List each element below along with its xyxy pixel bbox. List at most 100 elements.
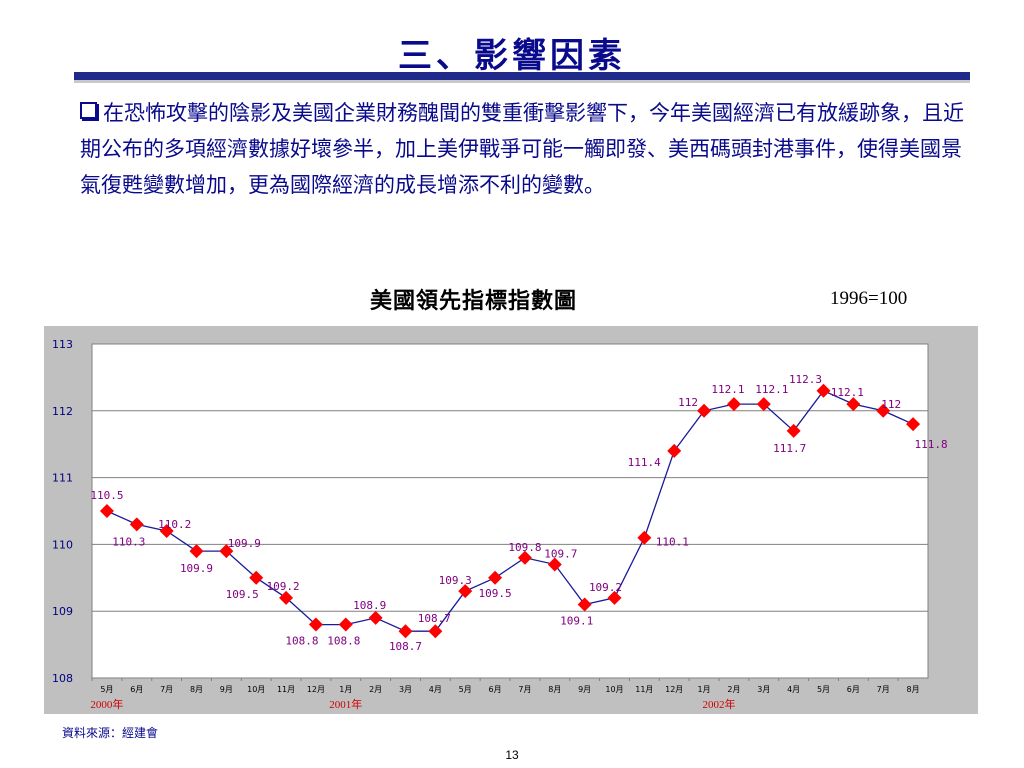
data-label: 109.1: [560, 615, 593, 628]
data-label: 109.5: [226, 588, 259, 601]
x-tick-label: 12月: [307, 685, 325, 694]
title-rule: [74, 72, 970, 83]
data-point-marker: [159, 524, 174, 539]
data-label: 109.8: [508, 541, 541, 554]
x-tick-label: 12月: [665, 685, 683, 694]
x-tick-label: 5月: [459, 685, 472, 694]
data-point-marker: [219, 544, 234, 559]
x-tick-label: 2月: [727, 685, 740, 694]
y-tick-label: 110: [52, 538, 73, 551]
data-label: 109.3: [439, 574, 472, 587]
y-tick-label: 108: [52, 672, 73, 685]
data-label: 109.9: [228, 537, 261, 550]
source-note: 資料來源：經建會: [62, 726, 159, 740]
year-label: 2001年: [329, 697, 362, 711]
data-point-marker: [906, 417, 921, 432]
data-label: 109.5: [479, 587, 512, 600]
data-point-marker: [129, 517, 144, 532]
data-point-marker: [607, 590, 622, 605]
data-label: 112.1: [711, 383, 744, 396]
x-tick-label: 7月: [877, 685, 890, 694]
data-label: 109.7: [544, 547, 577, 560]
x-tick-label: 4月: [787, 685, 800, 694]
data-label: 110.2: [158, 518, 191, 531]
x-tick-label: 5月: [817, 685, 830, 694]
data-point-marker: [697, 403, 712, 418]
data-point-marker: [279, 590, 294, 605]
x-tick-label: 3月: [757, 685, 770, 694]
data-point-marker: [338, 617, 353, 632]
y-tick-label: 113: [52, 338, 73, 351]
data-label: 108.8: [285, 635, 318, 648]
x-tick-label: 1月: [339, 685, 352, 694]
x-tick-label: 11月: [635, 685, 653, 694]
x-tick-label: 8月: [907, 685, 920, 694]
x-tick-label: 9月: [220, 685, 233, 694]
data-point-marker: [726, 397, 741, 412]
data-label: 112.1: [755, 383, 788, 396]
y-tick-label: 111: [52, 472, 73, 485]
data-point-marker: [786, 423, 801, 438]
data-label: 111.8: [915, 438, 948, 451]
x-tick-label: 6月: [847, 685, 860, 694]
data-label: 109.2: [267, 580, 300, 593]
chart-base-note: 1996=100: [830, 288, 908, 309]
data-label: 108.7: [389, 640, 422, 653]
data-point-marker: [189, 544, 204, 559]
data-point-marker: [637, 530, 652, 545]
data-label: 111.7: [773, 442, 806, 455]
x-tick-label: 4月: [429, 685, 442, 694]
chart-title: 美國領先指標指數圖: [370, 288, 578, 314]
y-tick-label: 112: [52, 405, 73, 418]
data-label: 110.3: [112, 535, 145, 548]
year-label: 2002年: [703, 697, 736, 711]
data-point-marker: [846, 397, 861, 412]
data-label: 110.1: [656, 536, 689, 549]
data-point-marker: [99, 504, 114, 518]
x-tick-label: 11月: [277, 685, 295, 694]
x-tick-label: 7月: [160, 685, 173, 694]
data-label: 112: [678, 396, 698, 409]
checkbox-bullet-icon: [80, 102, 97, 119]
data-label: 108.9: [353, 599, 386, 612]
data-point-marker: [816, 383, 831, 398]
x-tick-label: 3月: [399, 685, 412, 694]
data-point-marker: [249, 570, 264, 585]
y-tick-label: 109: [52, 605, 73, 618]
data-label: 112.1: [831, 386, 864, 399]
data-point-marker: [577, 597, 592, 612]
x-tick-label: 8月: [548, 685, 561, 694]
x-tick-label: 9月: [578, 685, 591, 694]
data-label: 109.2: [589, 581, 622, 594]
data-point-marker: [517, 550, 532, 565]
data-label: 108.8: [327, 635, 360, 648]
data-label: 109.9: [180, 562, 213, 575]
data-point-marker: [308, 617, 323, 632]
page-number: 13: [505, 748, 519, 762]
x-tick-label: 6月: [489, 685, 502, 694]
year-label: 2000年: [90, 697, 123, 711]
x-tick-label: 1月: [698, 685, 711, 694]
series-line: [106, 389, 914, 632]
data-point-marker: [547, 557, 562, 572]
x-tick-label: 8月: [190, 685, 203, 694]
x-tick-label: 2月: [369, 685, 382, 694]
data-label: 112: [881, 398, 901, 411]
data-point-marker: [368, 610, 383, 625]
data-label: 112.3: [789, 373, 822, 386]
data-point-marker: [667, 443, 682, 458]
data-point-marker: [876, 403, 891, 418]
slide-title: 三、影響因素: [398, 36, 626, 76]
data-point-marker: [428, 624, 443, 639]
data-label: 111.4: [628, 456, 661, 469]
bullet-text: 在恐怖攻擊的陰影及美國企業財務醜聞的雙重衝擊影響下，今年美國經濟已有放緩跡象，且…: [80, 101, 964, 197]
data-point-marker: [488, 570, 503, 585]
bullet-paragraph: 在恐怖攻擊的陰影及美國企業財務醜聞的雙重衝擊影響下，今年美國經濟已有放緩跡象，且…: [80, 95, 965, 203]
plot-area: [91, 343, 929, 679]
data-point-marker: [756, 397, 771, 412]
x-tick-label: 10月: [605, 685, 623, 694]
data-label: 110.5: [90, 489, 123, 502]
x-tick-label: 5月: [100, 685, 113, 694]
x-tick-label: 6月: [130, 685, 143, 694]
